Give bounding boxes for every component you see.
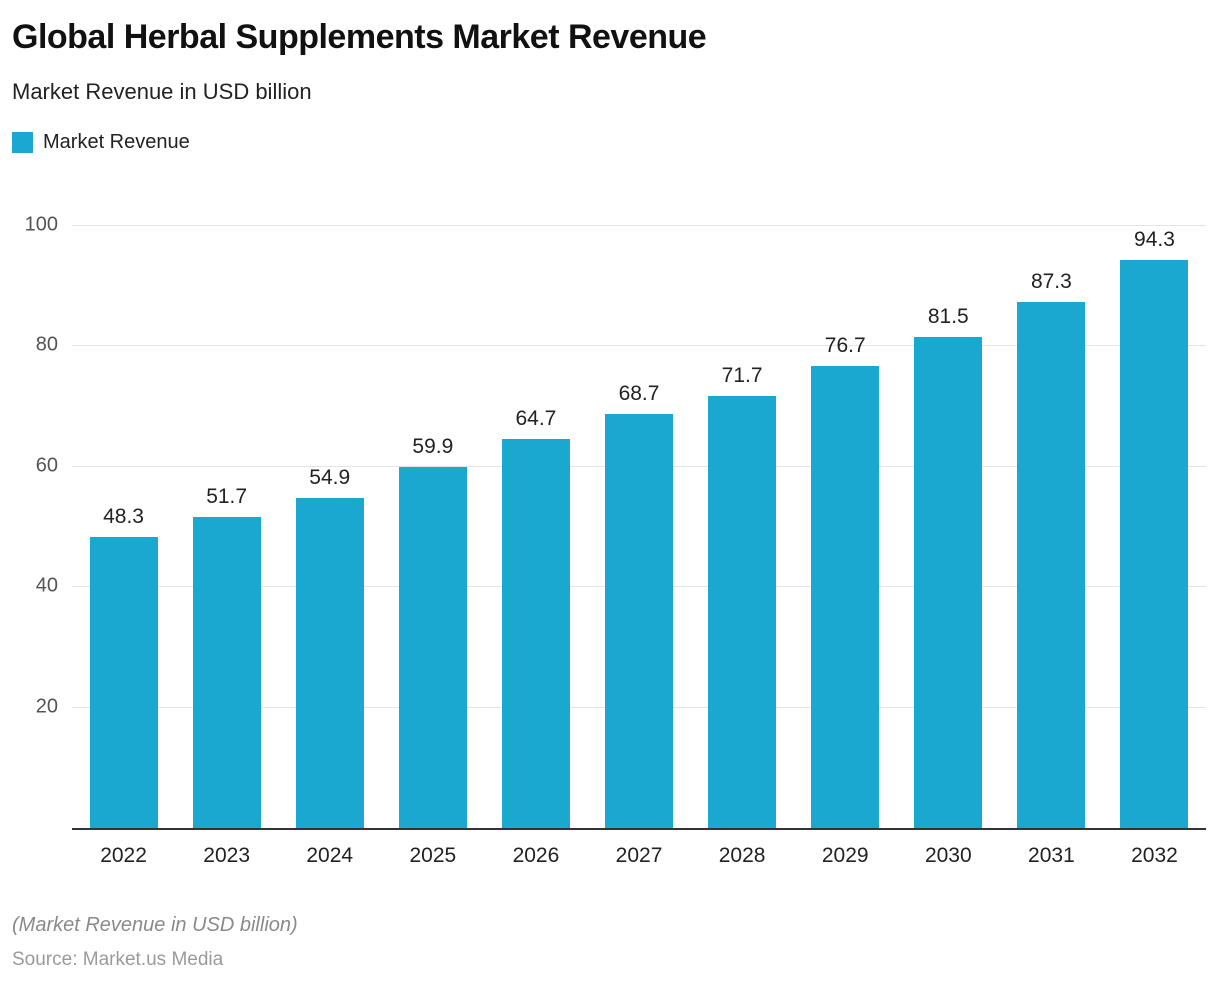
legend: Market Revenue bbox=[12, 131, 1206, 154]
footnote: (Market Revenue in USD billion) bbox=[12, 914, 298, 936]
y-tick-label: 80 bbox=[35, 333, 58, 356]
x-tick-label: 2027 bbox=[615, 844, 663, 867]
bar-slot: 48.3 bbox=[72, 226, 175, 828]
legend-swatch-icon bbox=[12, 132, 33, 153]
bar-slot: 64.7 bbox=[484, 226, 587, 828]
x-tick-label: 2025 bbox=[409, 844, 457, 867]
bar-slot: 94.3 bbox=[1103, 226, 1206, 828]
bar bbox=[89, 537, 158, 828]
bar-value-label: 71.7 bbox=[721, 364, 763, 388]
legend-label: Market Revenue bbox=[43, 131, 190, 153]
bar bbox=[192, 516, 261, 828]
x-axis: 2022 2023 2024 2025 2026 2027 2028 2029 2030 2031… bbox=[72, 844, 1206, 868]
bar-slot: 81.5 bbox=[897, 226, 1000, 828]
x-tick-label: 2029 bbox=[821, 844, 869, 867]
x-tick-label: 2024 bbox=[306, 844, 354, 867]
y-tick-label: 20 bbox=[35, 695, 58, 718]
bar-value-label: 59.9 bbox=[412, 435, 454, 459]
bar-slot: 54.9 bbox=[278, 226, 381, 828]
y-tick-label: 60 bbox=[35, 454, 58, 477]
y-tick-label: 40 bbox=[35, 574, 58, 597]
bar bbox=[295, 497, 364, 828]
x-tick-label: 2026 bbox=[512, 844, 560, 867]
bar bbox=[398, 467, 467, 828]
bar-value-label: 87.3 bbox=[1030, 270, 1072, 294]
bar-value-label: 76.7 bbox=[824, 334, 866, 358]
bar-value-label: 54.9 bbox=[309, 465, 351, 489]
bar-slot: 87.3 bbox=[1000, 226, 1103, 828]
bar bbox=[501, 438, 570, 828]
x-tick-label: 2030 bbox=[924, 844, 972, 867]
bar-slot: 51.7 bbox=[175, 226, 278, 828]
grid-line: 80 bbox=[36, 334, 1206, 356]
x-tick-label: 2032 bbox=[1131, 844, 1178, 867]
grid-line: 100 bbox=[25, 214, 1206, 236]
bar bbox=[605, 414, 674, 828]
source-attribution: Source: Market.us Media bbox=[12, 949, 224, 970]
bar-value-label: 68.7 bbox=[618, 382, 660, 406]
x-tick-label: 2022 bbox=[100, 844, 147, 867]
x-tick-label: 2028 bbox=[718, 844, 766, 867]
bar-series: 48.3 51.7 54.9 59.9 64.7 68.7 71.7 76.7 81.5 87.3… bbox=[72, 226, 1206, 828]
plot: 100 80 60 40 20 48.3 51.7 54.9 59.9 64.7 68.7 71.7… bbox=[25, 214, 1206, 830]
bar bbox=[1017, 302, 1086, 828]
bar-value-label: 94.3 bbox=[1134, 228, 1175, 252]
y-tick-label: 100 bbox=[24, 213, 58, 236]
bar-slot: 76.7 bbox=[794, 226, 897, 828]
bar bbox=[708, 396, 777, 828]
chart-subtitle: Market Revenue in USD billion bbox=[12, 79, 312, 104]
bar-slot: 71.7 bbox=[691, 226, 794, 828]
bar-slot: 68.7 bbox=[587, 226, 690, 828]
plot-area: 100 80 60 40 20 48.3 51.7 54.9 59.9 64.7 68.7 71.7… bbox=[25, 214, 1206, 868]
x-tick-label: 2031 bbox=[1028, 844, 1075, 867]
bar-value-label: 64.7 bbox=[515, 406, 557, 430]
x-tick-label: 2023 bbox=[203, 844, 250, 867]
bar bbox=[811, 366, 880, 828]
bar-value-label: 81.5 bbox=[927, 305, 969, 329]
bar-value-label: 51.7 bbox=[206, 484, 248, 508]
bar bbox=[1120, 260, 1189, 828]
bar-value-label: 48.3 bbox=[103, 505, 144, 529]
bar-slot: 59.9 bbox=[381, 226, 484, 828]
chart-title: Global Herbal Supplements Market Revenue bbox=[12, 18, 707, 56]
bar bbox=[914, 337, 983, 828]
